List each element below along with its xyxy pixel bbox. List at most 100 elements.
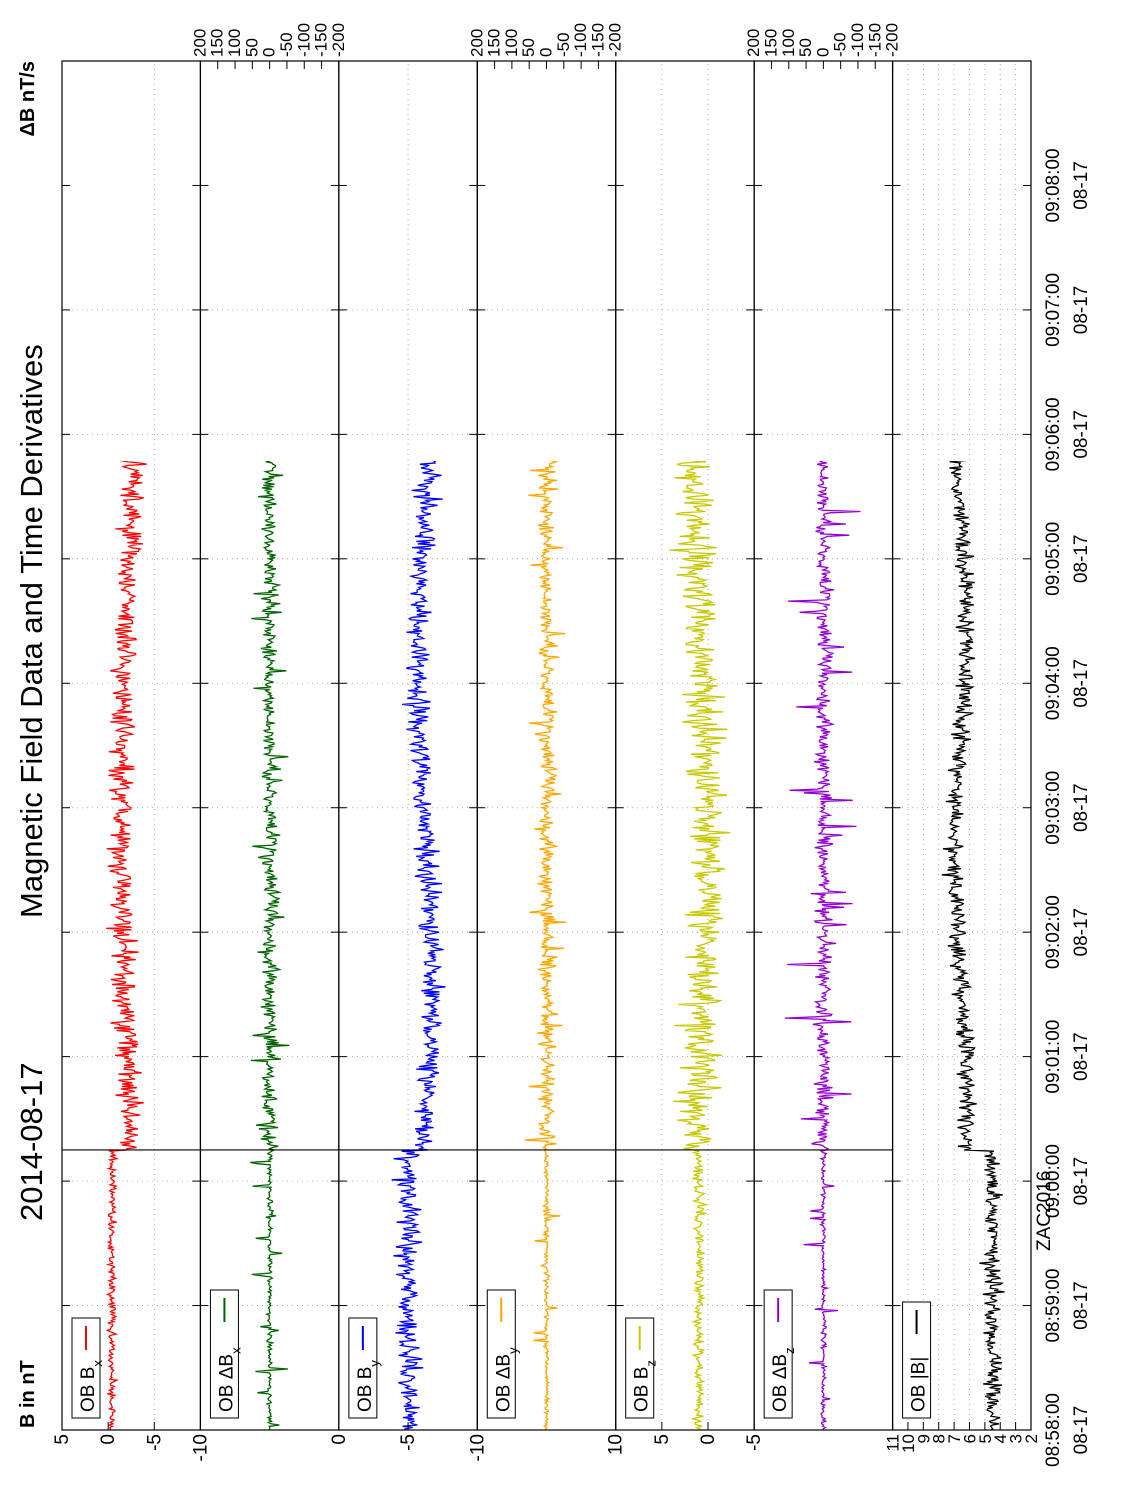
y-tick-label: 0 [537, 48, 556, 57]
y-tick-label: 0 [813, 48, 832, 57]
x-tick-label-date: 08-17 [1071, 1032, 1092, 1081]
y-tick-label: -10 [467, 1434, 488, 1461]
grid-lines [62, 61, 1031, 1430]
y-tick-label: -50 [277, 32, 296, 57]
watermark: ZAC2016 [1034, 1171, 1055, 1251]
y-tick-label: -50 [831, 32, 850, 57]
legend-box-bz [625, 1317, 655, 1419]
y-tick-label: 100 [779, 29, 798, 57]
y-tick-label: -100 [294, 23, 313, 57]
axis-ticks [61, 61, 1032, 1431]
x-tick-label-date: 08-17 [1071, 1406, 1092, 1455]
y-tick-label: 200 [744, 29, 763, 57]
y-tick-label: -5 [144, 1434, 165, 1451]
y-tick-label: 0 [329, 1434, 350, 1445]
y-tick-label: 7 [945, 1434, 964, 1443]
y-tick-label: 4 [991, 1434, 1010, 1443]
x-tick-label-date: 08-17 [1071, 1157, 1092, 1206]
data-traces [93, 461, 1005, 1430]
y-tick-label: 200 [467, 29, 486, 57]
y-tick-label: 0 [698, 1434, 719, 1445]
legend-box-dbz [763, 1289, 793, 1419]
y-tick-label: 0 [260, 48, 279, 57]
legend-box-bt [902, 1301, 932, 1419]
x-tick-label-date: 08-17 [1071, 783, 1092, 832]
x-tick-label-time: 09:00:00 [1043, 1144, 1064, 1218]
legend-label-bt: OB |B| [909, 1357, 930, 1412]
y-tick-label: 2 [1022, 1434, 1041, 1443]
y-tick-label: 150 [761, 29, 780, 57]
y-tick-label: 8 [930, 1434, 949, 1443]
trace-dby [524, 461, 567, 1430]
y-tick-label: 200 [190, 29, 209, 57]
x-tick-label-date: 08-17 [1071, 286, 1092, 335]
date-label: 2014-08-17 [14, 1062, 49, 1221]
left-axis-label: B in nT [17, 1360, 39, 1428]
panel-frame-bz [615, 60, 755, 1431]
trace-bt [941, 461, 1005, 1430]
panel-frame-bx [61, 60, 202, 1431]
x-tick-label-date: 08-17 [1071, 161, 1092, 210]
x-tick-label-time: 09:03:00 [1043, 771, 1064, 845]
y-tick-label: 100 [502, 29, 521, 57]
legend-label-dbx: OB ΔBx [216, 1347, 243, 1412]
x-tick-label-time: 09:02:00 [1043, 895, 1064, 969]
y-tick-label: 5 [652, 1434, 673, 1445]
x-tick-label-time: 09:05:00 [1043, 522, 1064, 596]
legend-label-bz: OB Bz [632, 1360, 659, 1412]
x-tick-label-time: 08:59:00 [1043, 1269, 1064, 1343]
x-tick-label-date: 08-17 [1071, 908, 1092, 957]
y-tick-label: 10 [899, 1434, 918, 1453]
y-tick-label: 6 [960, 1434, 979, 1443]
y-tick-label: 9 [914, 1434, 933, 1443]
y-tick-label: 150 [485, 29, 504, 57]
y-tick-label: 50 [796, 38, 815, 57]
x-tick-label-time: 08:58:00 [1043, 1393, 1064, 1467]
y-tick-label: -150 [865, 23, 884, 57]
legend-label-bx: OB Bx [78, 1360, 105, 1412]
panel-frame-bt [891, 60, 1032, 1431]
legend-box-dby [486, 1289, 516, 1419]
trace-bz [652, 461, 731, 1430]
y-tick-label: -200 [329, 23, 348, 57]
y-tick-label: 50 [519, 38, 538, 57]
y-tick-label: -200 [883, 23, 902, 57]
legends: OB Bx OB ΔBx OB By OB ΔBy OB Bz OB ΔBz OB |B| [71, 1289, 932, 1419]
legend-box-by [348, 1317, 378, 1419]
trace-bx [93, 461, 147, 1430]
y-tick-label: 10 [606, 1434, 627, 1455]
y-tick-label: 0 [98, 1434, 119, 1445]
right-axis-label: ΔB nT/s [17, 61, 39, 137]
trace-dbx [250, 461, 290, 1430]
y-tick-label: -200 [606, 23, 625, 57]
y-tick-label: 150 [208, 29, 227, 57]
x-tick-label-date: 08-17 [1071, 659, 1092, 708]
chart-title: Magnetic Field Data and Time Derivatives [14, 344, 49, 918]
y-tick-label: 50 [242, 38, 261, 57]
x-tick-label-date: 08-17 [1071, 410, 1092, 459]
y-tick-label: -150 [312, 23, 331, 57]
y-tick-label: 3 [1007, 1434, 1026, 1443]
x-tick-label-time: 09:04:00 [1043, 646, 1064, 720]
y-tick-label: -100 [848, 23, 867, 57]
y-tick-label: -10 [190, 1434, 211, 1461]
x-tick-label-date: 08-17 [1071, 1281, 1092, 1330]
y-tick-label: 5 [976, 1434, 995, 1443]
y-tick-label: -100 [571, 23, 590, 57]
legend-label-dbz: OB ΔBz [770, 1347, 797, 1412]
x-tick-label-time: 09:01:00 [1043, 1020, 1064, 1094]
legend-box-dbx [209, 1289, 239, 1419]
y-tick-label: -5 [398, 1434, 419, 1451]
y-tick-label: 11 [884, 1434, 903, 1452]
y-tick-label: -50 [554, 32, 573, 57]
legend-box-bx [71, 1317, 101, 1419]
legend-label-dby: OB ΔBy [493, 1347, 520, 1412]
x-tick-label-time: 09:08:00 [1043, 148, 1064, 222]
x-tick-label-time: 09:06:00 [1043, 397, 1064, 471]
legend-label-by: OB By [355, 1360, 382, 1412]
trace-dbz [784, 461, 861, 1430]
trace-by [367, 461, 469, 1430]
